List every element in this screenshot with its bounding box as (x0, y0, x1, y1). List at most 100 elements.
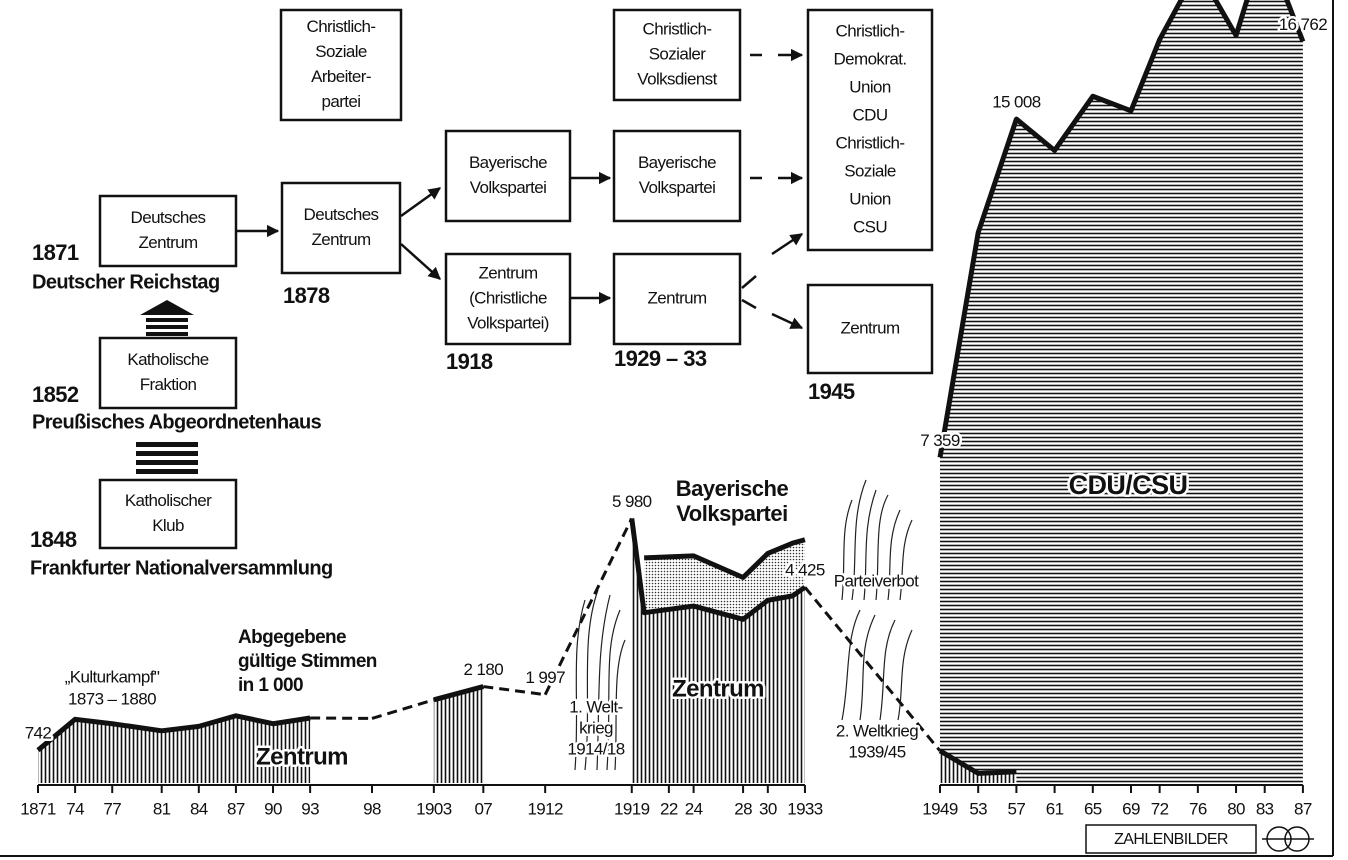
arrows (136, 48, 804, 474)
line (36, 713, 311, 753)
source-box: ZAHLENBILDER (1085, 824, 1314, 854)
node-label: Zentrum (311, 230, 371, 249)
diagram-label: Deutscher Reichstag (32, 271, 220, 293)
line (433, 684, 484, 703)
node-label: Christlich- (836, 21, 905, 40)
area (433, 686, 484, 783)
value-label: 16 762 (1279, 15, 1328, 34)
series-label: Zentrum (672, 675, 764, 702)
node-label: Bayerische (469, 153, 547, 172)
node: Deutsches Zentrum (280, 181, 402, 275)
x-tick-label: 1933 (787, 799, 823, 818)
node-label: CDU (852, 105, 887, 124)
node-label: Christlich- (307, 17, 376, 36)
node-box (279, 8, 403, 122)
annotation: „Kulturkampf" (65, 667, 160, 686)
node-label: Soziale (844, 161, 896, 180)
node-label: Union (849, 189, 891, 208)
series-label: Zentrum (256, 743, 348, 770)
diagram-label: Preußisches Abgeordnetenhaus (32, 411, 322, 433)
node-label: Arbeiter- (311, 67, 371, 86)
node-label: Fraktion (140, 375, 197, 394)
node-box (98, 194, 238, 268)
node: Zentrum (806, 283, 934, 375)
x-tick-label: 77 (103, 799, 121, 818)
x-tick-label: 1919 (614, 799, 650, 818)
diagram-label: 1929 – 33 (614, 346, 707, 371)
axis-label: in 1 000 (238, 675, 303, 696)
node-label: Christlich- (836, 133, 905, 152)
node-box (612, 129, 742, 223)
node: Deutsches Zentrum (98, 194, 238, 268)
x-tick-label: 87 (1294, 799, 1312, 818)
diagram-label: 1945 (808, 379, 855, 404)
node-label: CSU (853, 217, 887, 236)
node-label: Deutsches (304, 205, 379, 224)
node-label: Zentrum (478, 263, 538, 282)
line (629, 518, 807, 622)
node-label: Zentrum (138, 233, 198, 252)
node-label: Volkspartei) (467, 313, 549, 332)
node: Bayerische Volkspartei (612, 129, 742, 223)
diagram-label: 1871 (32, 240, 79, 265)
x-tick-label: 24 (685, 799, 703, 818)
x-tick-label: 53 (969, 799, 987, 818)
node-label: Sozialer (649, 44, 707, 63)
x-tick-label: 74 (66, 799, 84, 818)
line (937, 0, 1306, 458)
x-tick-label: 28 (734, 799, 752, 818)
x-tick-label: 90 (264, 799, 282, 818)
x-tick-label: 93 (301, 799, 319, 818)
war-decoration (574, 479, 913, 771)
annotation: 1873 – 1880 (68, 689, 156, 708)
annotation: 1914/18 (567, 739, 624, 758)
node-box (806, 8, 934, 252)
node-label: Katholischer (125, 491, 212, 510)
node-box (98, 336, 238, 410)
node-label: Volkspartei (639, 178, 716, 197)
diagram-label: Frankfurter Nationalversammlung (30, 557, 333, 579)
node: Christlich- Demokrat. Union CDU Christlich- S… (806, 8, 934, 252)
value-label: 15 008 (992, 93, 1041, 112)
area (940, 0, 1303, 783)
diagram-label: 1918 (446, 349, 493, 374)
x-tick-label: 1949 (922, 799, 958, 818)
node-box (612, 8, 742, 102)
annotation: Parteiverbot (834, 571, 919, 590)
node-label: Soziale (315, 42, 367, 61)
series-label: CDU/CSU (1069, 470, 1188, 500)
node: Zentrum (612, 252, 742, 346)
source: ZAHLENBILDER (1114, 831, 1228, 848)
node-label: Volksdienst (637, 69, 717, 88)
x-tick-label: 87 (227, 799, 245, 818)
area (631, 518, 805, 783)
connector (371, 698, 435, 720)
node-label: Katholische (127, 350, 208, 369)
node-label: partei (322, 92, 361, 111)
x-tick-label: 98 (363, 799, 381, 818)
x-tick-label: 30 (759, 799, 777, 818)
x-tick-label: 1903 (416, 799, 452, 818)
x-tick-label: 69 (1122, 799, 1140, 818)
node-label: Deutsches (131, 208, 206, 227)
node-box (806, 283, 934, 375)
axis-label: Abgegebene (238, 627, 346, 648)
node: Bayerische Volkspartei (444, 129, 572, 223)
diagram-label: 1852 (32, 382, 79, 407)
x-tick-label: 1912 (527, 799, 563, 818)
x-tick-label: 84 (190, 799, 208, 818)
node: Christlich- Sozialer Volksdienst (612, 8, 742, 102)
annotation: 2. Weltkrieg (836, 721, 918, 740)
value-label: 4 425 (785, 561, 825, 580)
node-box (280, 181, 402, 275)
area (38, 715, 311, 783)
x-tick-label: 65 (1084, 799, 1102, 818)
node-label: Volkspartei (470, 178, 547, 197)
series-label: Bayerische Volkspartei (675, 476, 789, 526)
value-label: 5 980 (612, 492, 652, 511)
x-tick-label: 83 (1256, 799, 1274, 818)
node: Zentrum (Christliche Volkspartei) (444, 252, 572, 346)
x-tick-label: 22 (660, 799, 678, 818)
